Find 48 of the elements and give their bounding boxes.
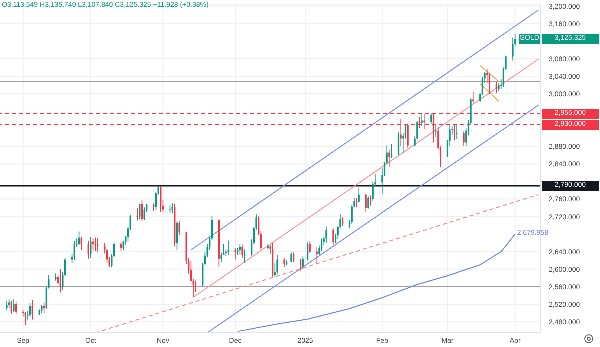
- candlestick: [141, 200, 144, 222]
- candlestick: [13, 299, 15, 313]
- line-series: [237, 234, 516, 332]
- candlestick: [139, 204, 141, 220]
- candlestick: [309, 240, 311, 254]
- candlestick: [430, 112, 432, 124]
- candlestick: [320, 238, 323, 252]
- candlestick: [290, 252, 292, 263]
- candlestick: [74, 240, 76, 261]
- candlestick: [228, 240, 230, 256]
- candlestick: [276, 254, 278, 276]
- candlestick: [10, 300, 12, 315]
- candlestick: [178, 221, 180, 236]
- candlestick: [239, 244, 241, 254]
- candlestick: [472, 91, 474, 104]
- candlestick: [368, 196, 370, 210]
- candlestick: [120, 242, 122, 252]
- candlestick: [176, 220, 178, 251]
- candlestick: [172, 203, 174, 214]
- candlestick: [160, 186, 162, 213]
- candlestick: [300, 258, 302, 272]
- candlestick: [365, 194, 367, 213]
- candlestick: [234, 248, 236, 260]
- candlestick: [144, 207, 146, 221]
- candlestick: [60, 269, 62, 294]
- candlestick: [80, 236, 82, 251]
- candlestick: [332, 228, 334, 246]
- candlestick: [88, 240, 90, 260]
- candlestick: [6, 300, 8, 312]
- candlestick: [370, 195, 372, 206]
- candlestick: [302, 256, 304, 270]
- candlestick: [512, 37, 514, 62]
- candlestick: [398, 132, 400, 156]
- candlestick: [456, 124, 458, 140]
- candlestick: [16, 301, 18, 315]
- candlestick: [78, 231, 80, 246]
- candlestick: [237, 248, 239, 256]
- candlestick: [55, 273, 57, 282]
- candlestick: [30, 302, 32, 318]
- candlestick: [326, 226, 328, 244]
- candlestick: [284, 258, 286, 268]
- candlestick: [463, 131, 465, 147]
- candlestick: [306, 242, 309, 262]
- candlestick: [90, 237, 92, 259]
- candlestick: [24, 312, 26, 326]
- candlestick: [242, 244, 244, 258]
- candlestick: [358, 187, 360, 204]
- candlestick: [488, 73, 491, 95]
